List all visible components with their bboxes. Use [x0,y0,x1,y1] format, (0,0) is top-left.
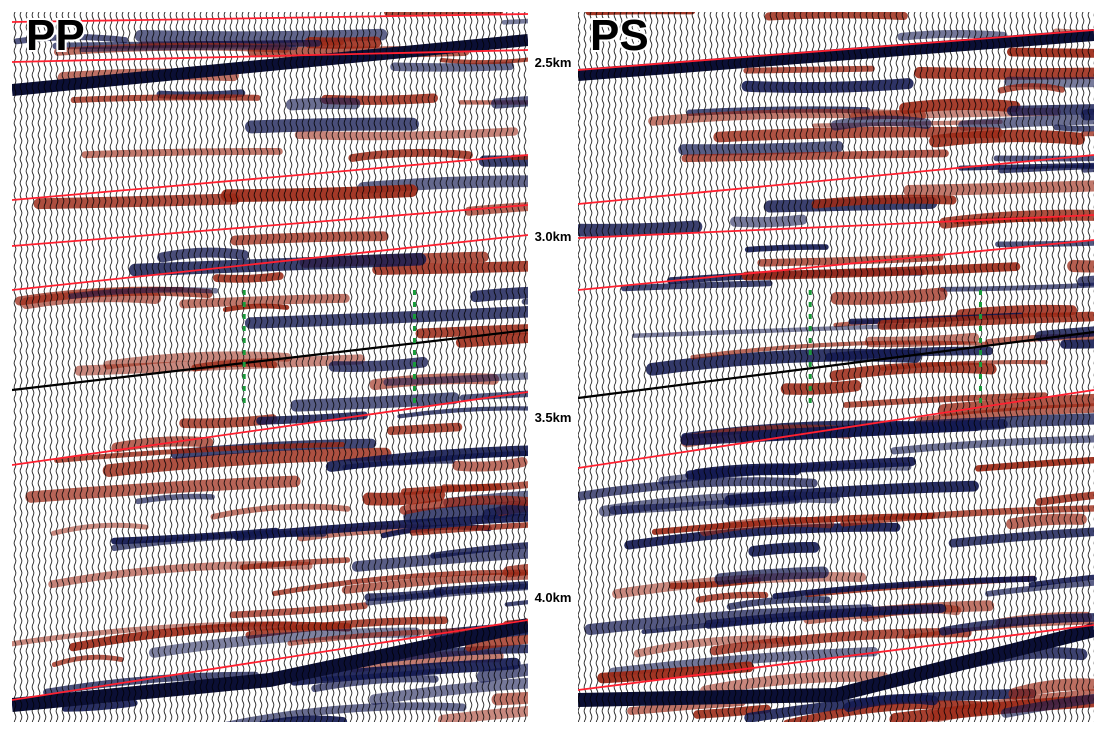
wiggle-traces [12,12,528,722]
seismic-band [383,12,504,17]
horizon-line [578,239,1094,291]
horizon-line [578,29,1094,71]
pp-section [12,12,528,722]
horizon-line [12,154,528,201]
horizon-line [578,624,1094,691]
horizon-line [12,13,528,23]
depth-label: 4.0km [535,590,572,605]
wiggle-traces [578,12,1094,722]
panel-label: PP [26,11,85,60]
horizon-line [12,49,528,63]
horizon-line [12,328,528,392]
ps-section [578,12,1094,722]
horizon-line [578,154,1094,205]
panel-label: PS [590,11,649,60]
horizon-line [578,330,1094,400]
horizon-line [12,619,528,701]
horizon-line [12,234,528,291]
horizon-line [578,214,1094,239]
seismic-band [521,298,528,305]
horizon-line [12,204,528,247]
depth-label: 3.5km [535,410,572,425]
horizon-line [12,391,528,466]
depth-label: 3.0km [535,229,572,244]
horizon-line [578,389,1094,469]
depth-label: 2.5km [535,55,572,70]
